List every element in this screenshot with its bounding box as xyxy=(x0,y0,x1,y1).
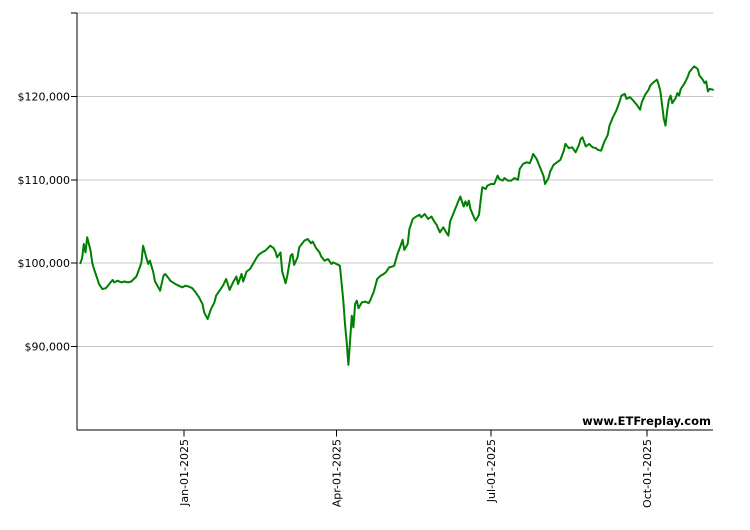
y-axis-label: $90,000 xyxy=(25,341,71,354)
y-axis-label: $100,000 xyxy=(18,257,71,270)
portfolio-value-line xyxy=(79,65,714,366)
gridlines-group xyxy=(77,12,713,348)
x-axis-label: Oct-01-2025 xyxy=(641,439,654,508)
x-axis-label: Jul-01-2025 xyxy=(485,439,498,503)
x-axis-label: Apr-01-2025 xyxy=(330,439,343,507)
axes-group xyxy=(71,12,713,437)
etfreplay-watermark-link[interactable]: www.ETFreplay.com xyxy=(582,414,711,428)
series-group xyxy=(79,65,714,366)
axis-labels-group: $120,000 $110,000 $100,000 $90,000 Jan-01-20… xyxy=(18,90,654,508)
y-axis-label: $120,000 xyxy=(18,90,71,103)
y-axis-label: $110,000 xyxy=(18,174,71,187)
x-axis-label: Jan-01-2025 xyxy=(178,439,191,507)
